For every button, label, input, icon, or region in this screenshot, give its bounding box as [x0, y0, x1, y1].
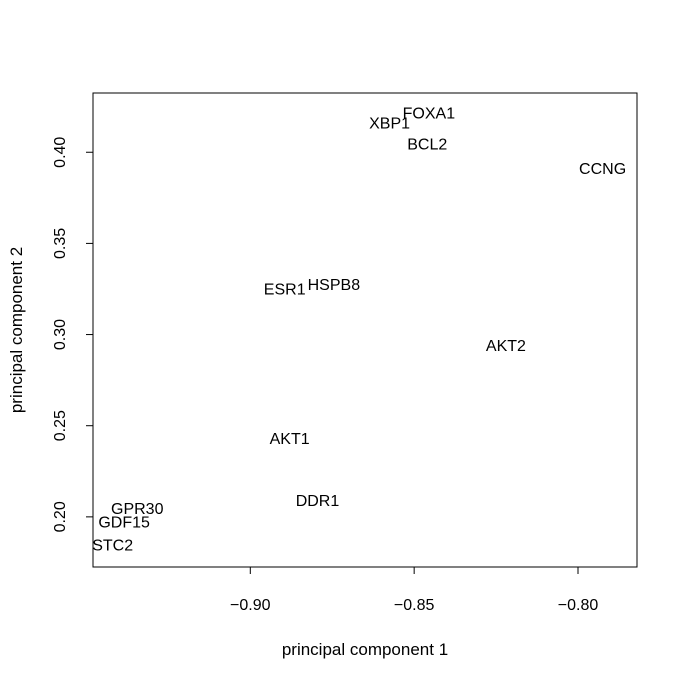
point-label: XBP1 [369, 115, 410, 132]
y-tick-label: 0.40 [52, 137, 69, 168]
point-label: CCNG [579, 161, 626, 178]
point-label: HSPB8 [308, 277, 361, 294]
y-axis: 0.20 0.25 0.30 0.35 0.40 [52, 137, 93, 532]
point-label: FOXA1 [403, 105, 456, 122]
y-tick-label: 0.35 [52, 228, 69, 259]
point-label: AKT1 [270, 431, 310, 448]
point-label: GPR30 [111, 501, 164, 518]
x-axis-label: principal component 1 [282, 640, 448, 659]
point-label: AKT2 [486, 338, 526, 355]
y-axis-label: principal component 2 [7, 247, 26, 413]
y-tick-label: 0.25 [52, 410, 69, 441]
point-label: BCL2 [407, 136, 447, 153]
x-axis: −0.90 −0.85 −0.80 [230, 567, 598, 614]
point-label: GDF15 [98, 515, 150, 532]
point-label: ESR1 [264, 281, 306, 298]
point-label: DDR1 [296, 493, 340, 510]
point-label: STC2 [92, 538, 133, 555]
x-tick-label: −0.85 [394, 597, 435, 614]
x-tick-label: −0.90 [230, 597, 271, 614]
plot-frame [92, 92, 638, 568]
x-tick-label: −0.80 [558, 597, 599, 614]
y-tick-label: 0.30 [52, 319, 69, 350]
y-tick-label: 0.20 [52, 501, 69, 532]
